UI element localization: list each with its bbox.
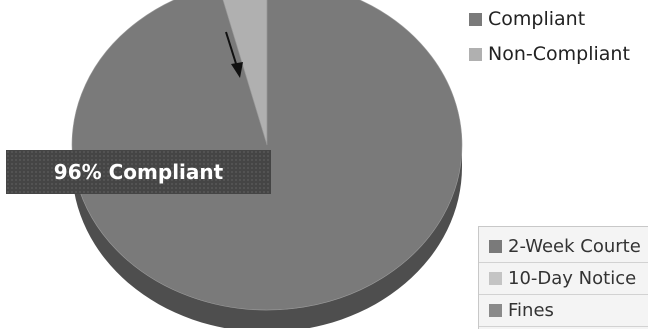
secondary-legend: 2-Week Courte 10-Day Notice Fines [478, 226, 648, 329]
legend-label: Compliant [488, 8, 586, 30]
legend-swatch [469, 47, 482, 61]
legend-label: 2-Week Courte [508, 236, 641, 257]
legend-label: Non-Compliant [488, 43, 630, 65]
legend-swatch [489, 240, 502, 253]
legend-item: Compliant [469, 8, 585, 30]
legend-swatch [489, 304, 502, 317]
secondary-legend-item: 10-Day Notice [479, 263, 648, 295]
legend-swatch [489, 272, 502, 285]
callout-text: 96% Compliant [53, 160, 224, 184]
arrow-head [231, 62, 243, 78]
pie-slice-non-compliant [222, 0, 268, 146]
legend-item: Non-Compliant [469, 43, 630, 65]
legend-label: Fines [508, 300, 554, 321]
legend-label: 10-Day Notice [508, 268, 637, 289]
legend-swatch [469, 12, 482, 26]
compliance-callout: 96% Compliant [6, 150, 271, 194]
secondary-legend-item: Fines [479, 295, 648, 327]
secondary-legend-item: 2-Week Courte [479, 231, 648, 263]
